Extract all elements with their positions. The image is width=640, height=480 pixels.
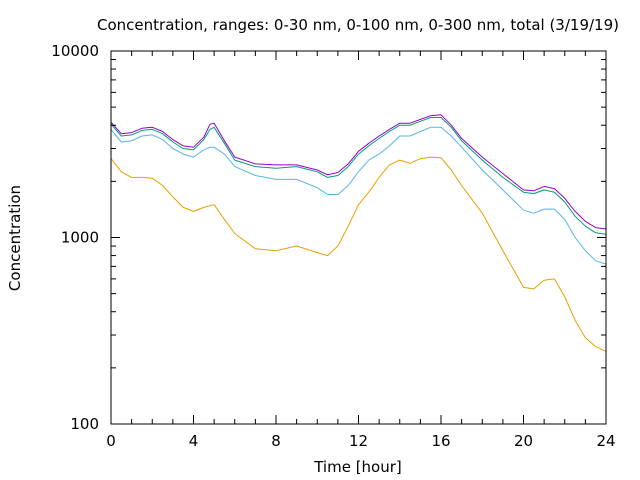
x-tick-label: 16 [431, 432, 450, 450]
x-tick-label: 0 [106, 432, 116, 450]
y-tick-label: 1000 [61, 229, 99, 247]
x-tick-label: 12 [349, 432, 368, 450]
series-line-2 [110, 126, 607, 265]
y-tick-label: 100 [70, 415, 99, 433]
series-line-3 [110, 117, 607, 235]
x-axis: 0 4 8 12 16 20 24 [106, 51, 616, 450]
x-tick-label: 8 [271, 432, 281, 450]
series-line-4 [110, 114, 607, 230]
plot-frame [110, 50, 607, 425]
x-axis-label: Time [hour] [313, 458, 402, 476]
x-tick-label: 20 [514, 432, 533, 450]
x-tick-label: 4 [189, 432, 199, 450]
series-layer [110, 114, 607, 352]
y-tick-label: 10000 [51, 42, 99, 60]
chart-title: Concentration, ranges: 0-30 nm, 0-100 nm… [97, 16, 619, 34]
y-axis: 100 1000 10000 [51, 42, 606, 433]
y-axis-label: Concentration [6, 185, 24, 291]
series-line-1 [110, 156, 607, 352]
x-tick-label: 24 [596, 432, 615, 450]
